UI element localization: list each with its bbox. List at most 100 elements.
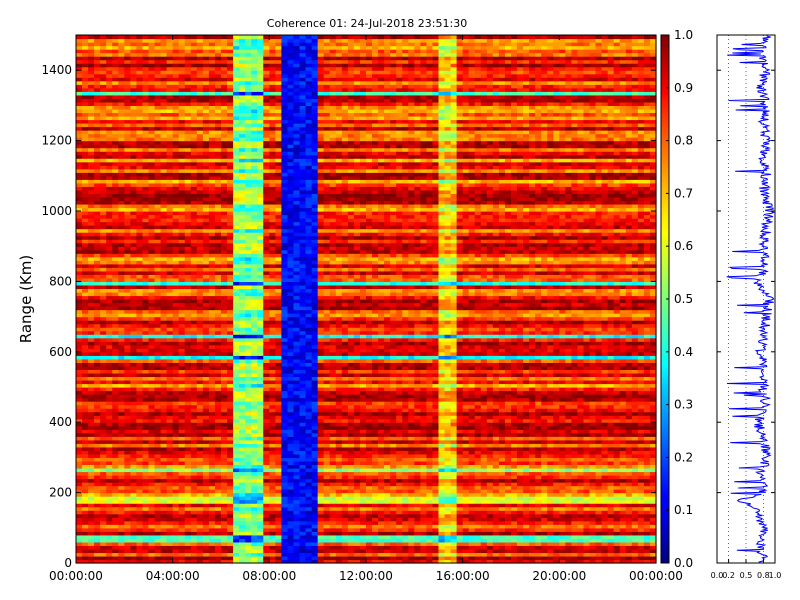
heatmap-cell bbox=[190, 559, 198, 564]
heatmap-cell bbox=[154, 383, 162, 388]
heatmap-cell bbox=[88, 425, 95, 430]
heatmap-cell bbox=[196, 66, 204, 71]
heatmap-cell bbox=[136, 464, 144, 469]
heatmap-cell bbox=[208, 548, 216, 554]
heatmap-cell bbox=[190, 284, 198, 290]
heatmap-cell bbox=[124, 404, 131, 409]
heatmap-cell bbox=[196, 179, 204, 184]
heatmap-cell bbox=[154, 207, 162, 212]
heatmap-cell bbox=[82, 133, 89, 138]
heatmap-cell bbox=[154, 299, 162, 304]
heatmap-cell bbox=[269, 376, 276, 381]
heatmap-cell bbox=[124, 439, 131, 444]
heatmap-cell bbox=[257, 186, 264, 191]
heatmap-cell bbox=[263, 203, 270, 209]
heatmap-cell bbox=[142, 189, 150, 194]
heatmap-cell bbox=[76, 211, 83, 216]
heatmap-cell bbox=[76, 168, 83, 173]
heatmap-cell bbox=[142, 555, 150, 561]
heatmap-cell bbox=[227, 397, 234, 402]
heatmap-cell bbox=[88, 394, 95, 399]
heatmap-cell bbox=[208, 295, 216, 300]
heatmap-cell bbox=[106, 372, 113, 378]
heatmap-cell bbox=[172, 130, 180, 135]
heatmap-cell bbox=[202, 193, 210, 198]
heatmap-cell bbox=[124, 387, 131, 392]
heatmap-cell bbox=[94, 42, 101, 47]
heatmap-cell bbox=[221, 492, 228, 497]
heatmap-cell bbox=[275, 453, 283, 458]
heatmap-cell bbox=[148, 189, 156, 194]
heatmap-cell bbox=[166, 200, 174, 205]
heatmap-cell bbox=[214, 355, 222, 360]
heatmap-cell bbox=[178, 225, 186, 230]
heatmap-cell bbox=[245, 503, 252, 508]
heatmap-cell bbox=[251, 397, 258, 402]
heatmap-cell bbox=[148, 119, 156, 124]
heatmap-cell bbox=[184, 559, 192, 564]
heatmap-cell bbox=[214, 394, 222, 399]
heatmap-cell bbox=[263, 457, 270, 462]
heatmap-cell bbox=[178, 555, 186, 561]
heatmap-cell bbox=[178, 401, 186, 406]
heatmap-cell bbox=[124, 467, 131, 473]
heatmap-cell bbox=[208, 489, 216, 494]
heatmap-cell bbox=[142, 432, 150, 437]
heatmap-cell bbox=[160, 284, 168, 290]
heatmap-cell bbox=[269, 534, 276, 539]
heatmap-cell bbox=[136, 439, 144, 444]
heatmap-cell bbox=[263, 281, 270, 286]
heatmap-cell bbox=[142, 464, 150, 469]
heatmap-cell bbox=[124, 172, 131, 177]
heatmap-cell bbox=[160, 379, 168, 385]
heatmap-cell bbox=[269, 453, 276, 458]
heatmap-cell bbox=[233, 552, 240, 557]
heatmap-cell bbox=[245, 291, 252, 297]
heatmap-cell bbox=[82, 123, 89, 128]
heatmap-cell bbox=[221, 101, 228, 106]
heatmap-cell bbox=[239, 186, 246, 191]
heatmap-cell bbox=[148, 464, 156, 469]
heatmap-cell bbox=[208, 496, 216, 501]
heatmap-cell bbox=[227, 408, 234, 413]
heatmap-cell bbox=[190, 214, 198, 219]
heatmap-cell bbox=[82, 42, 89, 47]
heatmap-cell bbox=[130, 105, 138, 110]
heatmap-cell bbox=[112, 56, 119, 61]
heatmap-cell bbox=[221, 263, 228, 268]
heatmap-cell bbox=[227, 496, 234, 501]
heatmap-cell bbox=[166, 45, 174, 50]
heatmap-cell bbox=[166, 133, 174, 138]
heatmap-cell bbox=[160, 408, 168, 413]
heatmap-cell bbox=[172, 66, 180, 71]
heatmap-cell bbox=[178, 203, 186, 209]
heatmap-cell bbox=[112, 288, 119, 293]
heatmap-cell bbox=[245, 207, 252, 212]
heatmap-cell bbox=[166, 376, 174, 381]
heatmap-cell bbox=[118, 482, 125, 487]
heatmap-cell bbox=[106, 527, 113, 532]
heatmap-cell bbox=[184, 299, 192, 304]
heatmap-cell bbox=[221, 267, 228, 272]
heatmap-cell bbox=[239, 130, 246, 135]
heatmap-cell bbox=[263, 334, 270, 339]
heatmap-cell bbox=[263, 541, 270, 546]
heatmap-cell bbox=[148, 450, 156, 455]
heatmap-cell bbox=[239, 168, 246, 173]
heatmap-cell bbox=[166, 59, 174, 64]
heatmap-cell bbox=[178, 154, 186, 159]
heatmap-cell bbox=[263, 214, 270, 219]
heatmap-cell bbox=[76, 548, 83, 554]
heatmap-cell bbox=[184, 520, 192, 525]
heatmap-cell bbox=[124, 38, 131, 43]
heatmap-cell bbox=[227, 87, 234, 92]
heatmap-cell bbox=[82, 253, 89, 258]
heatmap-cell bbox=[112, 270, 119, 275]
heatmap-cell bbox=[269, 489, 276, 494]
heatmap-cell bbox=[112, 534, 119, 539]
heatmap-cell bbox=[118, 108, 125, 114]
heatmap-cell bbox=[178, 267, 186, 272]
heatmap-cell bbox=[106, 63, 113, 68]
heatmap-cell bbox=[214, 299, 222, 304]
heatmap-cell bbox=[227, 108, 234, 114]
